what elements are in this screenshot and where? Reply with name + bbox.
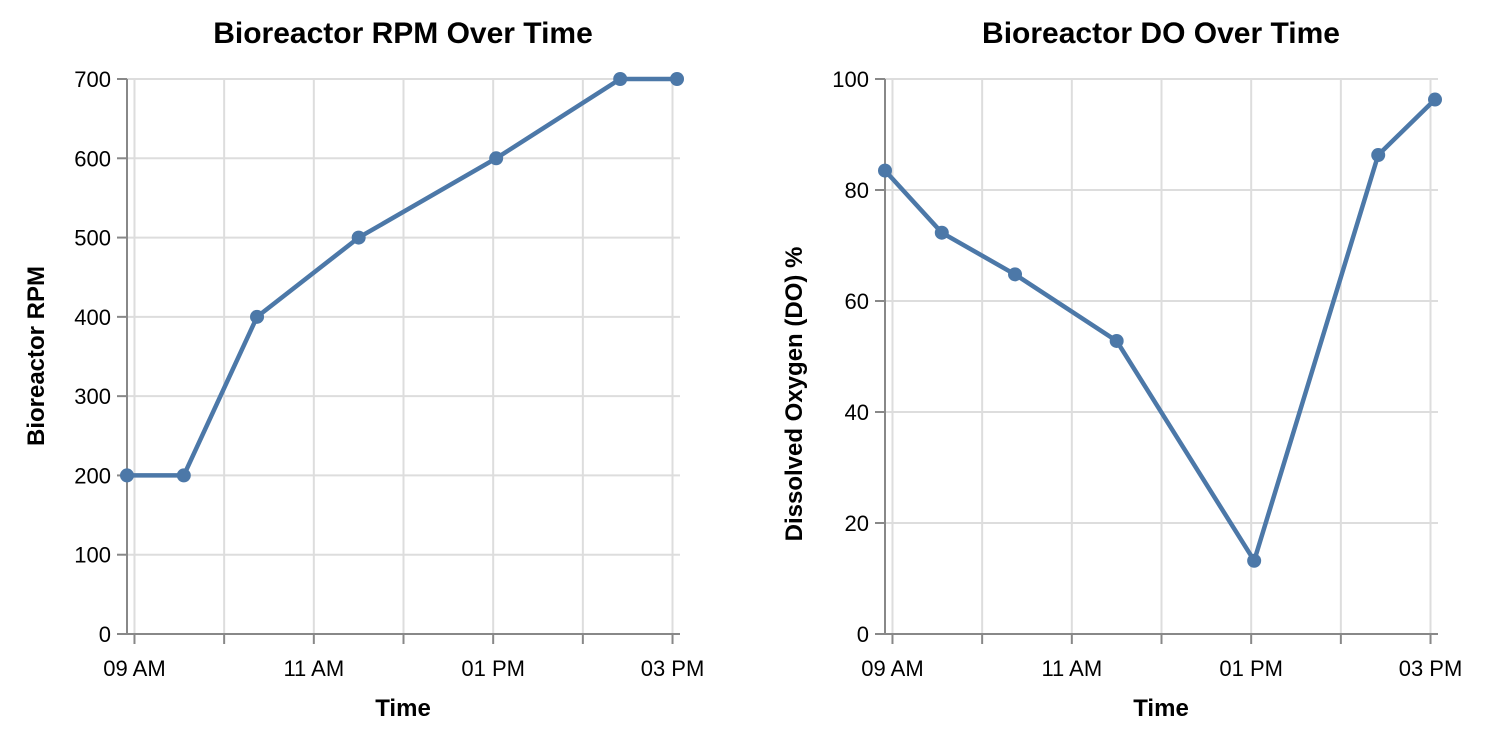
do-y-tick-label: 40: [845, 400, 869, 425]
do-chart: Bioreactor DO Over Time Time Dissolved O…: [781, 17, 1462, 722]
rpm-y-tick-label: 300: [74, 384, 111, 409]
rpm-chart: Bioreactor RPM Over Time Time Bioreactor…: [23, 17, 704, 722]
rpm-chart-title: Bioreactor RPM Over Time: [213, 17, 593, 50]
rpm-data-point: [120, 468, 134, 483]
do-y-tick-label: 60: [845, 289, 869, 314]
do-y-tick-label: 100: [832, 67, 869, 92]
rpm-y-tick-label: 0: [99, 622, 111, 647]
do-data-point: [1247, 553, 1262, 568]
do-data-point: [1428, 92, 1443, 107]
do-y-tick-label: 80: [845, 178, 869, 203]
do-x-tick-label: 11 AM: [1041, 656, 1102, 681]
rpm-data-point: [489, 151, 504, 166]
do-data-point: [878, 163, 892, 178]
rpm-data-point: [613, 72, 628, 86]
do-y-axis-title: Dissolved Oxygen (DO) %: [781, 247, 808, 542]
rpm-series-line: [124, 76, 680, 478]
rpm-y-tick-label: 500: [74, 226, 111, 251]
do-x-tick-label: 03 PM: [1399, 656, 1463, 681]
do-data-point: [934, 225, 949, 240]
rpm-x-tick-label: 11 AM: [283, 656, 344, 681]
rpm-y-tick-label: 600: [74, 146, 111, 171]
rpm-y-tick-label: 400: [74, 305, 111, 330]
rpm-data-point: [250, 309, 265, 324]
rpm-y-axis-title: Bioreactor RPM: [23, 266, 50, 446]
do-series-line: [882, 97, 1438, 563]
do-x-axis-title: Time: [1133, 695, 1189, 722]
rpm-x-tick-label: 03 PM: [641, 656, 705, 681]
rpm-y-tick-label: 100: [74, 543, 111, 568]
rpm-data-point: [670, 72, 685, 86]
rpm-data-point: [351, 230, 366, 245]
rpm-x-tick-label: 01 PM: [461, 656, 525, 681]
rpm-y-tick-label: 200: [74, 463, 111, 488]
do-data-point: [1109, 333, 1124, 348]
do-x-tick-label: 01 PM: [1219, 656, 1283, 681]
rpm-y-tick-label: 700: [74, 67, 111, 92]
do-chart-title: Bioreactor DO Over Time: [982, 17, 1340, 50]
rpm-data-point: [176, 468, 191, 483]
do-data-point: [1371, 148, 1386, 163]
do-y-tick-label: 0: [857, 622, 869, 647]
do-grid: [885, 78, 1438, 635]
rpm-x-axis-title: Time: [375, 695, 431, 722]
do-x-tick-label: 09 AM: [861, 656, 923, 681]
do-data-point: [1008, 267, 1023, 282]
rpm-grid: [127, 78, 680, 635]
do-y-tick-label: 20: [845, 511, 869, 536]
rpm-x-tick-label: 09 AM: [103, 656, 165, 681]
